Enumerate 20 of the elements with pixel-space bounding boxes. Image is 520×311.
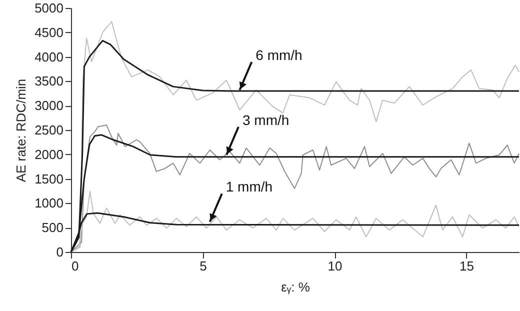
x-tick-label: 10	[328, 258, 342, 274]
y-tick-label: 2000	[34, 146, 64, 162]
y-tick-label: 1000	[34, 196, 64, 211]
y-tick-label: 4500	[34, 24, 64, 40]
x-axis-title: εᵧ: %	[281, 280, 310, 294]
y-tick-label: 2500	[34, 122, 64, 138]
y-tick-label: 5000	[34, 0, 64, 16]
x-tick-label: 15	[460, 258, 474, 274]
annotation: 3 mm/h	[242, 112, 290, 128]
y-tick-label: 3500	[34, 74, 64, 89]
x-tick-label: 5	[200, 258, 207, 274]
y-tick-label: 500	[42, 220, 64, 236]
annotation: 1 mm/h	[226, 178, 273, 195]
annotation: 6 mm/h	[256, 46, 302, 63]
y-tick-label: 3000	[34, 98, 64, 114]
y-tick-label: 0	[56, 244, 64, 260]
y-axis-title: AE rate: RDC/min	[14, 78, 29, 182]
x-tick-label: 0	[72, 258, 79, 274]
y-tick-label: 4000	[34, 49, 64, 64]
y-tick-label: 1500	[34, 171, 64, 186]
